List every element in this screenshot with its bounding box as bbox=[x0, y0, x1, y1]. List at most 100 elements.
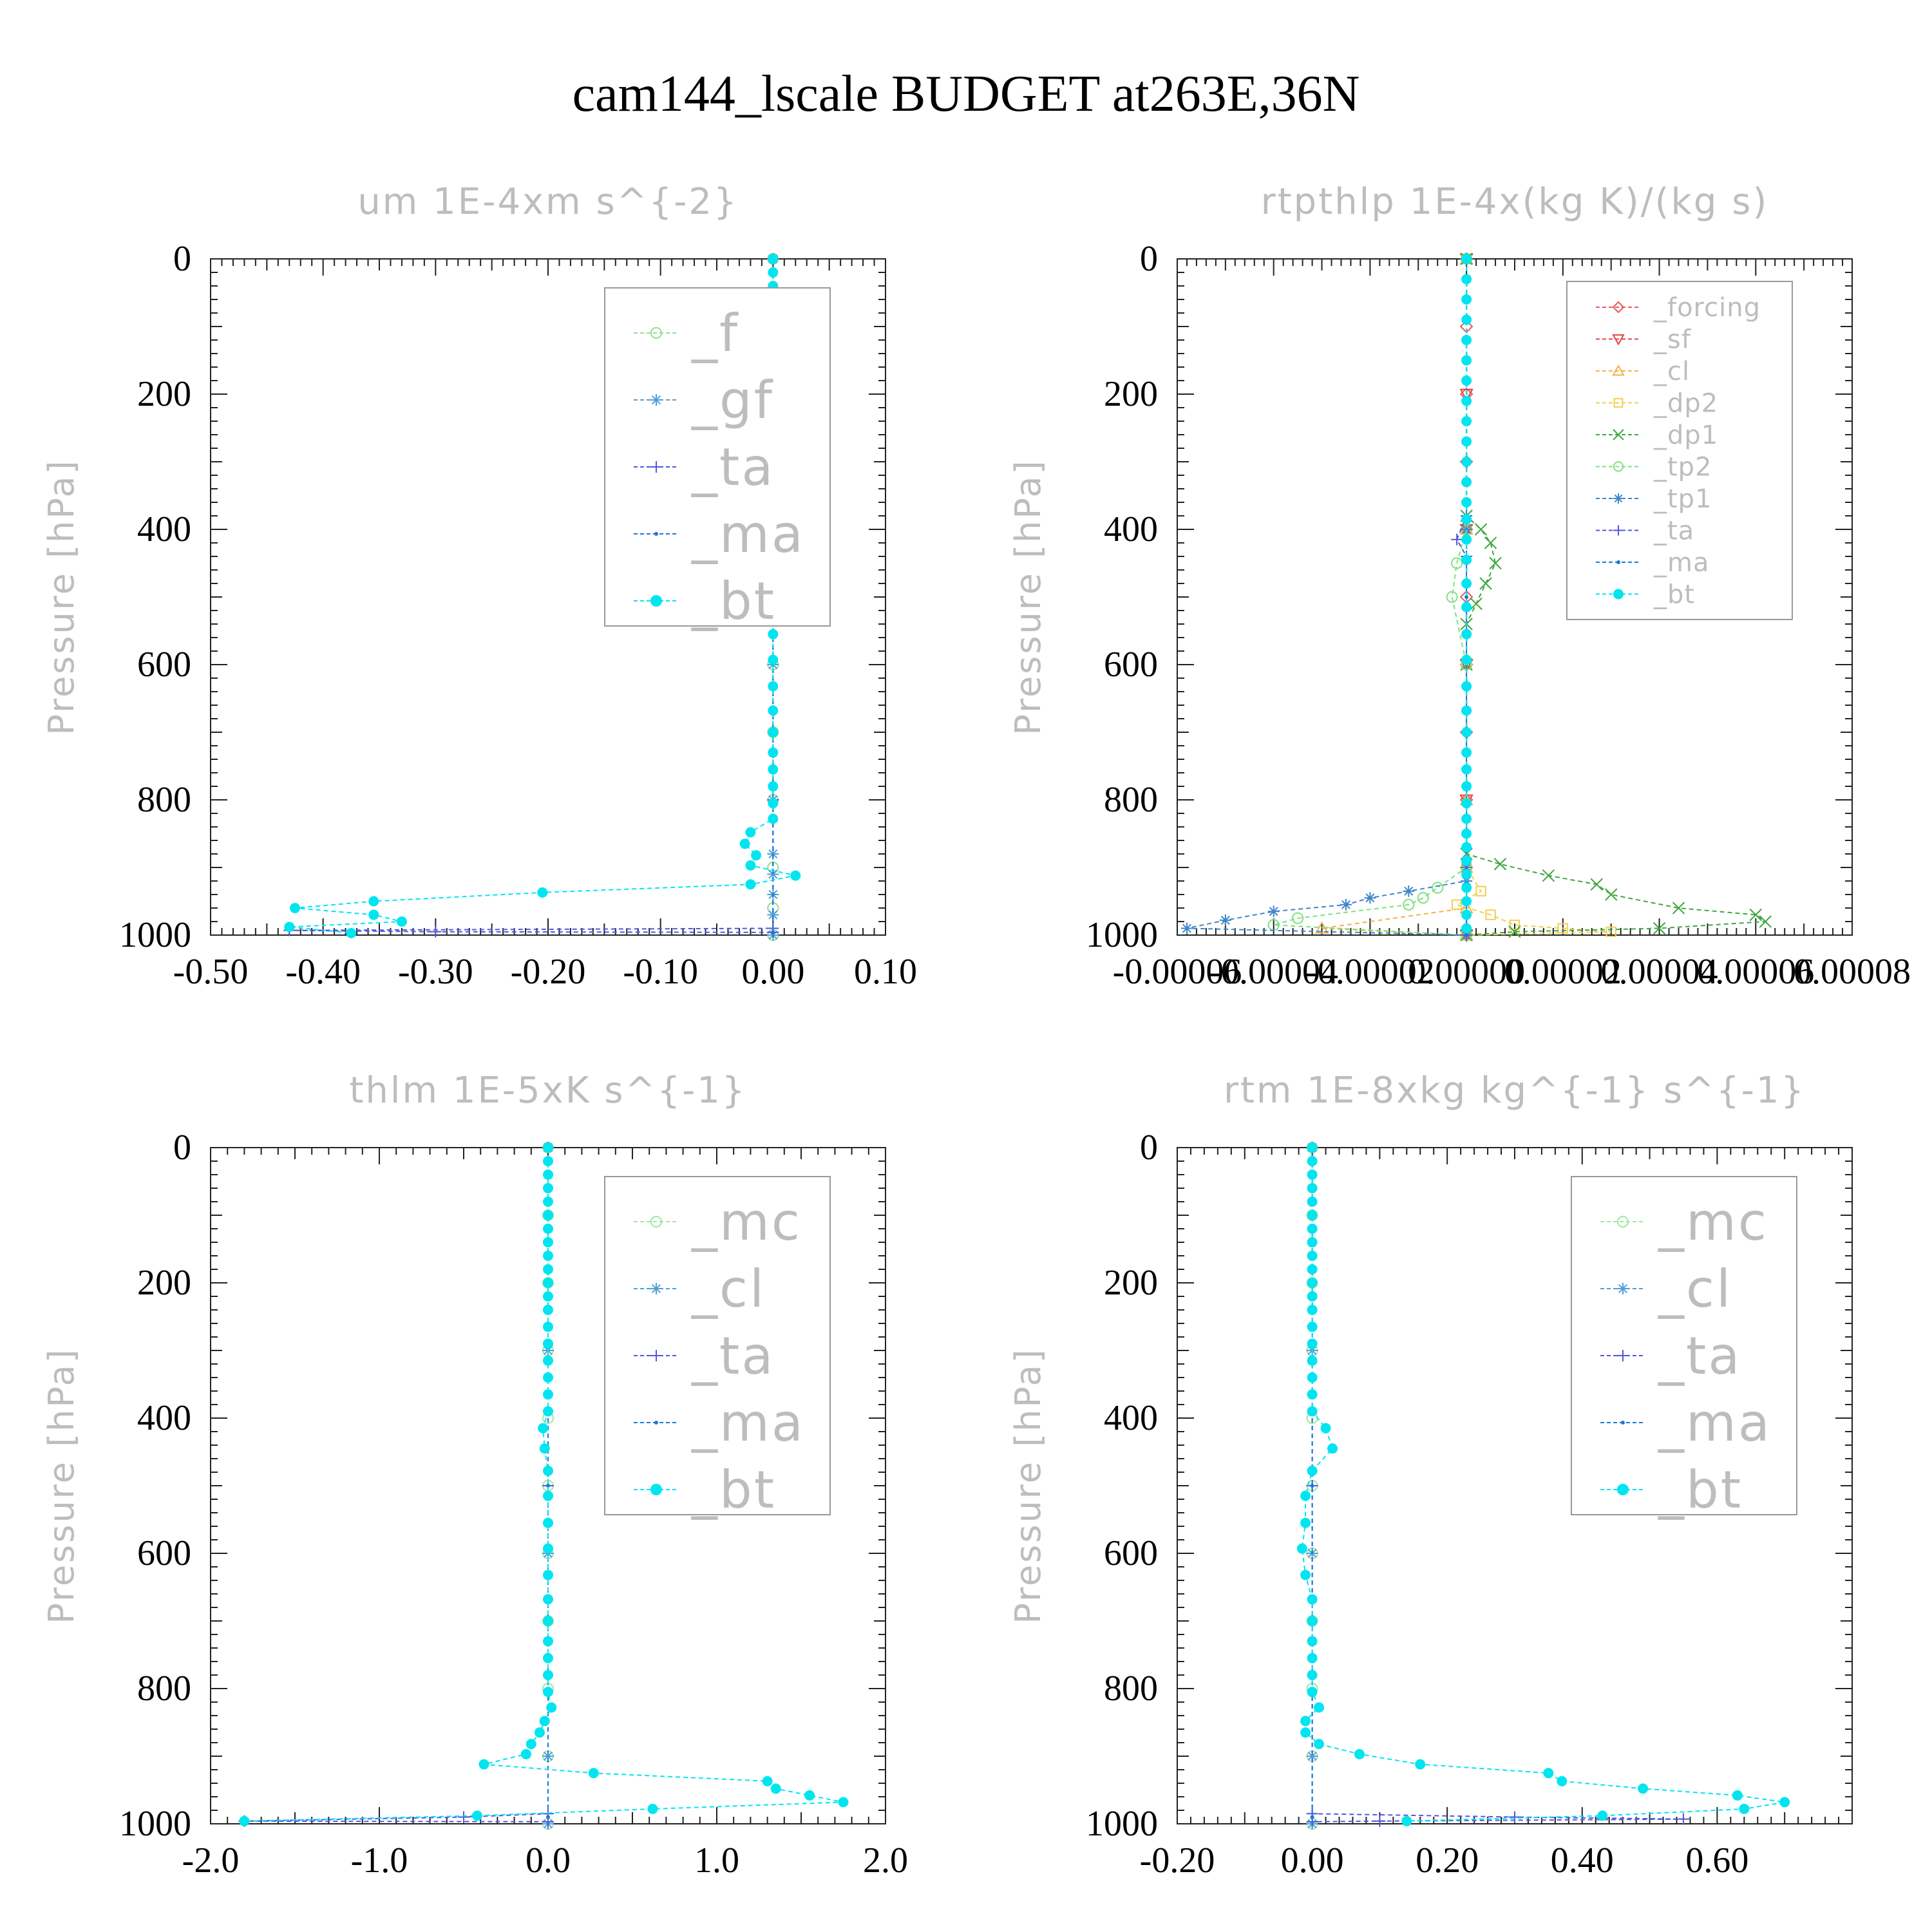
data-point bbox=[1306, 1750, 1318, 1762]
legend-label: _cl bbox=[1658, 1259, 1732, 1319]
data-point bbox=[543, 1338, 553, 1349]
legend-marker bbox=[650, 461, 662, 473]
legend-box bbox=[604, 287, 831, 627]
data-point bbox=[1451, 557, 1463, 569]
data-point bbox=[767, 909, 779, 921]
y-tick-label: 0 bbox=[1140, 239, 1158, 279]
y-tick-label: 200 bbox=[1104, 374, 1158, 414]
data-point bbox=[1461, 375, 1472, 386]
data-point bbox=[543, 1183, 553, 1193]
data-point bbox=[1307, 1278, 1318, 1288]
data-point bbox=[1461, 254, 1472, 264]
y-axis-label: Pressure [hPa] bbox=[41, 459, 82, 735]
data-point bbox=[543, 1616, 553, 1626]
data-point bbox=[1340, 898, 1352, 911]
data-point bbox=[239, 1815, 250, 1826]
x-tick-label: -0.20 bbox=[1140, 1841, 1215, 1880]
y-tick-label: 400 bbox=[1104, 509, 1158, 549]
legend-label: _bt bbox=[1653, 580, 1695, 610]
data-point bbox=[1292, 912, 1304, 924]
data-point bbox=[368, 896, 379, 907]
legend-item: _ta bbox=[1596, 516, 1694, 546]
data-point bbox=[767, 868, 779, 880]
data-point bbox=[1307, 1237, 1318, 1247]
data-point bbox=[543, 1156, 553, 1166]
legend-label: _mc bbox=[1658, 1192, 1768, 1252]
data-point bbox=[1484, 536, 1497, 549]
legend-item: _ma bbox=[634, 1393, 803, 1453]
y-tick-label: 800 bbox=[1104, 780, 1158, 820]
legend-marker bbox=[1612, 301, 1625, 314]
legend-item: _dp1 bbox=[1596, 421, 1718, 450]
data-point bbox=[1461, 274, 1472, 285]
data-point bbox=[751, 850, 762, 861]
data-point bbox=[1267, 905, 1280, 918]
data-point bbox=[1180, 922, 1193, 934]
data-point bbox=[1672, 902, 1685, 914]
data-point bbox=[543, 1687, 553, 1698]
data-point bbox=[1464, 933, 1469, 937]
legend-item: _mc bbox=[1600, 1192, 1768, 1252]
data-point bbox=[543, 1594, 553, 1605]
data-point bbox=[1314, 1702, 1325, 1713]
legend-label: _sf bbox=[1653, 325, 1691, 355]
x-tick-label: 0.00008 bbox=[1794, 952, 1911, 992]
data-point bbox=[471, 1810, 482, 1821]
data-point bbox=[1461, 681, 1472, 692]
data-point bbox=[1307, 1305, 1318, 1315]
data-point bbox=[768, 705, 779, 716]
legend-item: _ta bbox=[634, 437, 773, 497]
legend-item: _f bbox=[634, 303, 739, 363]
data-point bbox=[1464, 595, 1469, 599]
legend-label: _tp1 bbox=[1653, 484, 1712, 514]
legend-marker bbox=[1617, 1350, 1629, 1361]
data-point bbox=[1461, 534, 1472, 545]
data-point bbox=[1314, 1739, 1325, 1750]
chart-panel-3: thlm 1E-5xK s^{-1} Pressure [hPa] 0 200 400 6… bbox=[41, 1070, 908, 1880]
data-point bbox=[1678, 1813, 1689, 1825]
x-tick-label: 0.10 bbox=[854, 952, 917, 992]
data-point bbox=[1461, 764, 1472, 775]
data-point bbox=[537, 887, 548, 898]
legend-label: _ma bbox=[1658, 1393, 1772, 1453]
legend-item: _bt bbox=[634, 571, 774, 631]
legend-label: _dp1 bbox=[1653, 421, 1718, 450]
data-point bbox=[1509, 920, 1520, 931]
data-point bbox=[543, 1142, 553, 1153]
legend-marker bbox=[1613, 398, 1624, 408]
series-ta bbox=[238, 1142, 554, 1828]
legend-marker bbox=[650, 327, 663, 339]
data-point bbox=[1749, 908, 1762, 922]
x-tick-label: 0.00006 bbox=[1697, 952, 1814, 992]
y-tick-label: 400 bbox=[137, 1398, 191, 1438]
data-point bbox=[1296, 1543, 1307, 1554]
legend-item: _cl bbox=[1596, 357, 1689, 386]
data-point bbox=[1401, 1815, 1412, 1826]
data-point bbox=[543, 1670, 553, 1680]
data-point bbox=[543, 1490, 553, 1501]
data-point bbox=[768, 267, 779, 278]
data-point bbox=[1354, 1748, 1365, 1759]
y-tick-label: 600 bbox=[137, 645, 191, 685]
data-point bbox=[768, 254, 779, 264]
data-point bbox=[1307, 1142, 1318, 1153]
legend-box bbox=[1566, 281, 1793, 620]
legend-marker bbox=[1616, 560, 1620, 564]
data-point bbox=[1461, 896, 1472, 907]
legend-label: _dp2 bbox=[1653, 389, 1718, 419]
data-point bbox=[1461, 554, 1472, 565]
legend-label: _f bbox=[691, 303, 739, 363]
chart-title: thlm 1E-5xK s^{-1} bbox=[349, 1070, 746, 1112]
x-tick-label: -0.30 bbox=[398, 952, 473, 992]
x-tick-label: 0.00002 bbox=[1504, 952, 1622, 992]
x-tick-label: 0.00 bbox=[741, 952, 804, 992]
legend-item: _bt bbox=[1596, 580, 1695, 610]
data-point bbox=[1461, 882, 1472, 893]
y-tick-label: 200 bbox=[1104, 1263, 1158, 1303]
chart-panel-4: rtm 1E-8xkg kg^{-1} s^{-1} Pressure [hPa]… bbox=[1008, 1070, 1853, 1880]
data-point bbox=[1479, 577, 1492, 590]
data-point bbox=[1605, 888, 1618, 901]
data-point bbox=[1307, 1653, 1318, 1663]
data-point bbox=[1475, 886, 1486, 896]
